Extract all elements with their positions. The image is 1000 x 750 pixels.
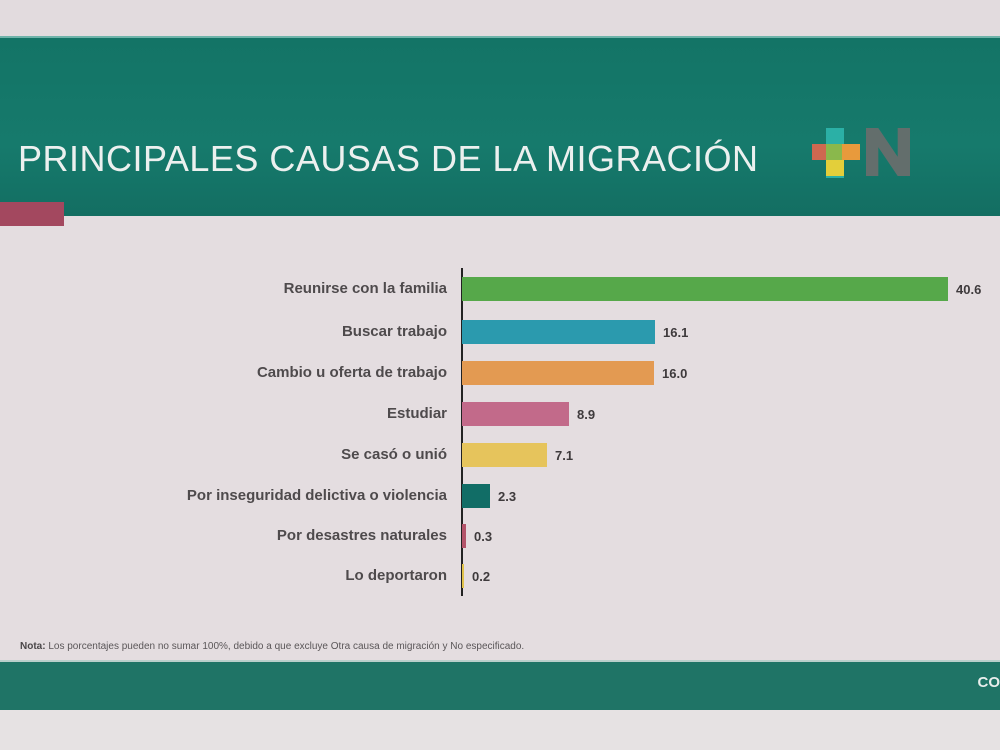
page-title: PRINCIPALES CAUSAS DE LA MIGRACIÓN [18,138,759,179]
bar [462,524,466,548]
bar [462,320,655,344]
value-label: 7.1 [555,448,574,463]
value-label: 0.2 [472,569,491,584]
value-label: 16.0 [662,366,688,381]
chart-row: Reunirse con la familia 40.6 [0,277,1000,303]
bar [462,361,654,385]
chart-row: Cambio u oferta de trabajo 16.0 [0,361,1000,387]
chart-row: Estudiar 8.9 [0,402,1000,428]
accent-bar [0,202,64,226]
bar [462,564,464,588]
news-logo-icon [812,126,912,178]
category-label: Estudiar [386,405,447,422]
bar [462,443,547,467]
value-label: 2.3 [498,489,517,504]
chart-axis [461,268,463,596]
header-banner: PRINCIPALES CAUSAS DE LA MIGRACIÓN [0,36,1000,216]
category-label: Se casó o unió [341,446,447,463]
footnote: Nota: Los porcentajes pueden no sumar 10… [20,641,524,652]
category-label: Buscar trabajo [341,323,447,340]
bar [462,402,569,426]
chart-row: Lo deportaron 0.2 [0,564,1000,590]
chart-row: Por desastres naturales 0.3 [0,524,1000,550]
chart-row: Se casó o unió 7.1 [0,443,1000,469]
chart-row: Por inseguridad delictiva o violencia 2.… [0,484,1000,510]
value-label: 0.3 [474,529,493,544]
category-label: Reunirse con la familia [283,280,447,297]
footnote-label: Nota: [20,641,46,652]
category-label: Lo deportaron [345,567,447,584]
value-label: 16.1 [663,325,689,340]
category-label: Por desastres naturales [276,527,447,544]
footer-banner: CO [0,660,1000,712]
chart-row: Buscar trabajo 16.1 [0,320,1000,346]
footer-text: CO [977,674,1000,691]
category-label: Cambio u oferta de trabajo [256,364,447,381]
bar [462,484,490,508]
background-bottom [0,710,1000,750]
category-label: Por inseguridad delictiva o violencia [186,487,447,504]
background-top [0,0,1000,36]
value-label: 8.9 [577,407,596,422]
value-label: 40.6 [956,282,982,297]
footnote-text: Los porcentajes pueden no sumar 100%, de… [45,641,525,652]
bar [462,277,948,301]
